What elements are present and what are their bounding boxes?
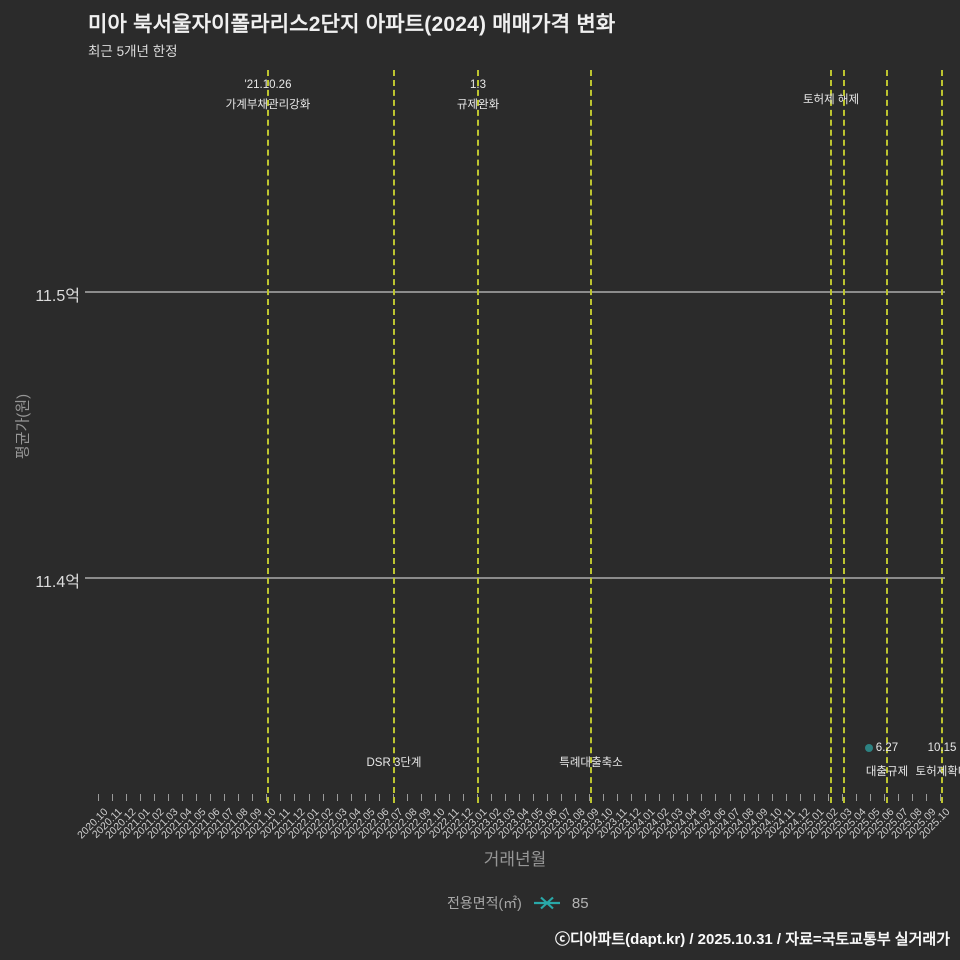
x-tick-mark xyxy=(869,794,871,801)
x-tick-mark xyxy=(182,794,184,801)
x-tick-mark xyxy=(504,794,506,801)
event-annotation-date: 6.27 xyxy=(875,742,899,754)
legend-label: 전용면적(㎡) xyxy=(447,895,522,911)
x-axis-title: 거래년월 xyxy=(483,850,547,869)
x-tick-mark xyxy=(294,794,296,801)
x-tick-mark xyxy=(631,794,633,801)
y-gridline xyxy=(85,291,945,293)
chart-title: 미아 북서울자이폴라리스2단지 아파트(2024) 매매가격 변화 xyxy=(88,13,616,36)
x-tick-mark xyxy=(140,794,142,801)
legend: 전용면적(㎡) 85 xyxy=(447,893,589,913)
x-tick-mark xyxy=(126,794,128,801)
event-annotation-text: DSR 3단계 xyxy=(366,757,422,769)
x-tick-mark xyxy=(925,794,927,801)
x-tick-mark xyxy=(617,794,619,801)
x-tick-mark xyxy=(687,794,689,801)
policy-event-line xyxy=(477,70,479,803)
legend-series-marker-icon xyxy=(533,896,560,910)
event-annotation-text: 특례대출축소 xyxy=(559,757,623,769)
x-tick-mark xyxy=(757,794,759,801)
event-annotation-text: 토허제 해제 xyxy=(802,94,860,106)
x-tick-mark xyxy=(659,794,661,801)
event-annotation-text: 가계부채관리강화 xyxy=(225,99,311,111)
x-tick-mark xyxy=(940,794,941,801)
x-tick-mark xyxy=(322,794,324,801)
x-tick-mark xyxy=(462,794,464,801)
y-axis-title: 평균가(원) xyxy=(14,393,32,460)
x-tick-mark xyxy=(112,794,114,801)
y-tick-label: 11.4억 xyxy=(35,574,80,591)
policy-event-line xyxy=(941,70,943,803)
x-tick-mark xyxy=(378,794,380,801)
x-tick-mark xyxy=(603,794,605,801)
x-tick-mark xyxy=(196,794,198,801)
x-tick-mark xyxy=(645,794,647,801)
chart-subtitle: 최근 5개년 한정 xyxy=(88,44,178,59)
x-tick-mark xyxy=(897,794,899,801)
x-tick-mark xyxy=(855,794,857,801)
x-tick-mark xyxy=(547,794,549,801)
x-tick-mark xyxy=(715,794,717,801)
event-annotation-text: 대출규제 xyxy=(865,766,909,778)
x-tick-mark xyxy=(420,794,422,801)
x-tick-mark xyxy=(911,794,913,801)
x-tick-mark xyxy=(238,794,240,801)
x-tick-mark xyxy=(729,794,731,801)
event-annotation-text: 규제완화 xyxy=(456,99,500,111)
x-tick-mark xyxy=(883,794,885,801)
x-tick-mark xyxy=(336,794,338,801)
x-tick-mark xyxy=(673,794,675,801)
x-tick-mark xyxy=(490,794,492,801)
x-tick-mark xyxy=(785,794,787,801)
x-tick-mark xyxy=(701,794,703,801)
x-tick-mark xyxy=(589,794,591,801)
x-tick-mark xyxy=(533,794,535,801)
policy-event-line xyxy=(886,70,888,803)
x-tick-mark xyxy=(308,794,310,801)
x-tick-mark xyxy=(771,794,773,801)
x-tick-mark xyxy=(280,794,282,801)
x-tick-mark xyxy=(350,794,352,801)
event-annotation-text: 토허제확대 xyxy=(915,766,960,778)
x-tick-mark xyxy=(519,794,520,801)
policy-event-line xyxy=(830,70,832,803)
x-tick-mark xyxy=(743,794,745,801)
x-tick-mark xyxy=(168,794,170,801)
x-tick-mark xyxy=(575,794,577,801)
x-tick-mark xyxy=(252,794,254,801)
footer-credit: ⓒ디아파트(dapt.kr) / 2025.10.31 / 자료=국토교통부 실… xyxy=(554,931,950,948)
x-tick-mark xyxy=(448,794,450,801)
x-tick-mark xyxy=(364,794,366,801)
y-gridline xyxy=(85,577,945,579)
x-tick-mark xyxy=(841,794,843,801)
policy-event-line xyxy=(843,70,845,803)
x-tick-mark xyxy=(154,794,156,801)
policy-event-line xyxy=(267,70,269,803)
x-tick-mark xyxy=(561,794,563,801)
x-tick-mark xyxy=(827,794,829,801)
policy-event-line xyxy=(393,70,395,803)
event-annotation-date: 10.15 xyxy=(927,742,957,754)
x-tick-mark xyxy=(406,794,408,801)
legend-series-name: 85 xyxy=(571,894,589,912)
y-tick-label: 11.5억 xyxy=(35,288,80,305)
x-tick-mark xyxy=(813,794,815,801)
x-tick-mark xyxy=(224,794,226,801)
event-annotation-date: '21.10.26 xyxy=(244,79,292,91)
x-tick-mark xyxy=(98,794,99,801)
x-tick-mark xyxy=(799,794,801,801)
event-annotation-date: 1.3 xyxy=(470,79,486,91)
data-point xyxy=(865,744,873,752)
x-tick-mark xyxy=(266,794,268,801)
x-tick-mark xyxy=(434,794,436,801)
x-tick-mark xyxy=(210,794,212,801)
policy-event-line xyxy=(590,70,592,803)
